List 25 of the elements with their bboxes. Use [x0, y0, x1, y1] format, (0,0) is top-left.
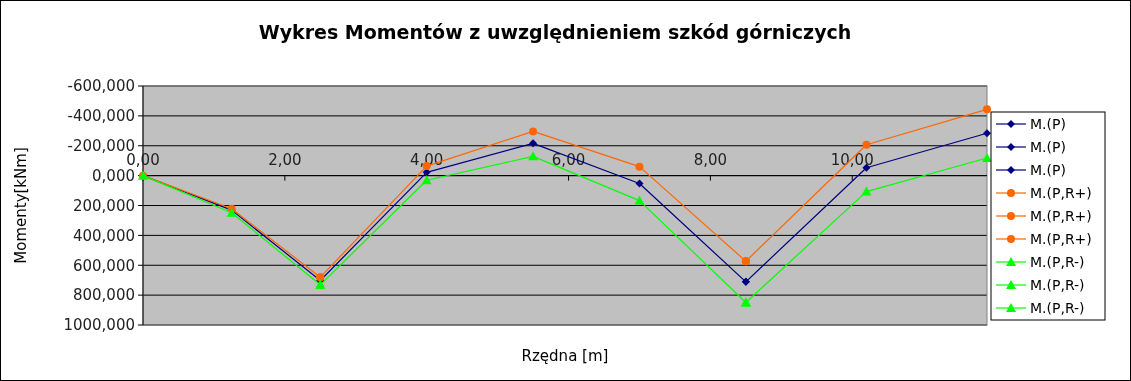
x-tick-label: 6,00 — [551, 150, 586, 169]
legend-label: M.(P,R+) — [1030, 207, 1092, 224]
legend-label: M.(P,R-) — [1030, 299, 1085, 316]
legend-label: M.(P) — [1030, 161, 1066, 178]
legend-label: M.(P,R+) — [1030, 230, 1092, 247]
x-axis-title: Rzędna [m] — [521, 347, 609, 365]
y-axis-title: Momenty[kNm] — [12, 147, 30, 264]
y-tick-label: 400,000 — [72, 226, 135, 245]
legend-label: M.(P,R+) — [1030, 184, 1092, 201]
y-tick-label: -400,000 — [67, 107, 135, 126]
y-tick-label: 200,000 — [72, 196, 135, 215]
y-tick-label: -200,000 — [67, 137, 135, 155]
legend-label: M.(P) — [1030, 138, 1066, 155]
legend-label: M.(P,R-) — [1030, 253, 1085, 270]
y-tick-label: -600,000 — [67, 77, 135, 96]
x-tick-label: 2,00 — [268, 150, 302, 169]
chart-title: Wykres Momentów z uwzględnieniem szkód górniczych — [258, 21, 852, 43]
x-tick-label: 4,00 — [409, 150, 444, 169]
y-tick-label: 0,000 — [92, 166, 135, 185]
x-tick-label: 8,00 — [693, 150, 728, 169]
legend-label: M.(P) — [1030, 115, 1066, 132]
y-tick-label: 600,000 — [72, 256, 135, 275]
y-tick-label: 800,000 — [72, 286, 135, 305]
y-tick-label: 1000,000 — [63, 316, 135, 335]
legend-label: M.(P,R-) — [1030, 276, 1085, 293]
